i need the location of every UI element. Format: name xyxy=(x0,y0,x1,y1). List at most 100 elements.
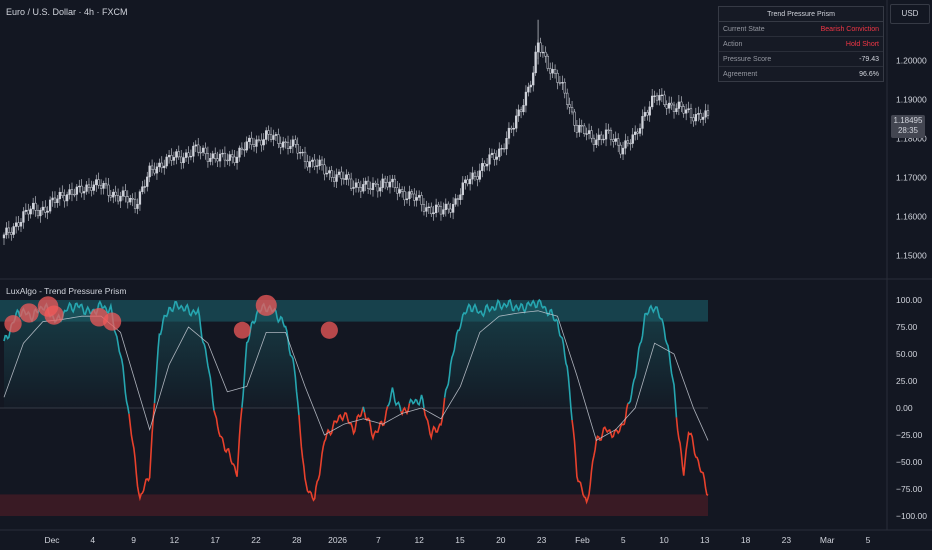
candle-body xyxy=(561,82,564,84)
candle-body xyxy=(155,166,159,174)
signal-bubble[interactable] xyxy=(233,321,251,339)
indicator-tick-label: 0.00 xyxy=(896,403,913,413)
candle-body xyxy=(672,104,676,112)
candle-body xyxy=(337,171,341,175)
time-tick-label: 7 xyxy=(376,535,381,545)
candle-body xyxy=(63,195,66,202)
candle-body xyxy=(558,82,562,84)
candle-body xyxy=(330,170,333,178)
candle-body xyxy=(519,109,523,113)
signal-bubble[interactable] xyxy=(103,312,122,331)
candle-body xyxy=(119,195,122,202)
signal-bubble[interactable] xyxy=(44,305,64,325)
candle-body xyxy=(65,194,69,202)
candle-body xyxy=(697,113,700,115)
candle-body xyxy=(231,154,234,158)
candle-body xyxy=(36,210,40,217)
candle-body xyxy=(320,159,324,166)
candle-body xyxy=(17,222,20,227)
candle-body xyxy=(634,131,637,135)
candle-body xyxy=(150,165,154,170)
candle-body xyxy=(75,186,78,195)
candle-body xyxy=(677,101,681,109)
candle-body xyxy=(109,194,112,198)
candle-body xyxy=(609,129,613,140)
price-y-axis[interactable]: 1.20000 1.19000 1.18000 1.17000 1.16000 1.150… xyxy=(896,56,927,261)
candle-body xyxy=(243,149,246,151)
candle-body xyxy=(34,202,37,211)
indicator-tick-label: −50.00 xyxy=(896,457,923,467)
candle-body xyxy=(209,158,212,162)
indicator-tick-label: 25.00 xyxy=(896,376,918,386)
candle-body xyxy=(539,42,542,53)
candle-body xyxy=(439,206,443,215)
info-label: Agreement xyxy=(723,71,758,78)
candle-body xyxy=(99,184,103,189)
candle-body xyxy=(553,69,557,74)
candle-body xyxy=(578,125,581,133)
candle-body xyxy=(340,171,343,179)
candle-body xyxy=(250,137,253,145)
signal-bubble[interactable] xyxy=(320,321,338,339)
candle-body xyxy=(199,151,202,154)
signal-bubble[interactable] xyxy=(255,294,277,316)
candle-body xyxy=(325,172,329,175)
candle-body xyxy=(226,159,229,162)
candle-body xyxy=(12,226,15,235)
time-tick-label: Mar xyxy=(820,535,835,545)
candle-body xyxy=(473,172,477,177)
indicator-tick-label: −25.00 xyxy=(896,430,923,440)
candle-body xyxy=(104,183,108,186)
candle-body xyxy=(14,222,18,227)
candle-body xyxy=(267,130,270,135)
candle-body xyxy=(284,141,287,143)
candle-body xyxy=(248,137,251,142)
bear-pressure-segment xyxy=(363,406,389,442)
candle-body xyxy=(333,177,336,182)
candle-body xyxy=(313,159,316,167)
time-tick-label: 5 xyxy=(621,535,626,545)
candle-body xyxy=(167,155,171,158)
candle-body xyxy=(221,152,224,155)
candle-body xyxy=(430,206,433,215)
time-axis[interactable]: Dec 4 9 12 17 22 28 2026 7 12 15 20 23 Feb 5 10 13 18 23 Ma… xyxy=(44,535,870,545)
candle-body xyxy=(265,130,268,140)
candle-body xyxy=(413,193,416,201)
currency-button[interactable]: USD xyxy=(890,4,930,24)
candle-body xyxy=(597,134,600,141)
candle-body xyxy=(46,210,49,213)
bear-pressure-segment xyxy=(423,397,446,441)
price-pane[interactable] xyxy=(2,19,710,245)
signal-bubble[interactable] xyxy=(4,315,22,333)
candle-body xyxy=(311,159,314,162)
candle-body xyxy=(257,139,261,141)
candle-body xyxy=(328,170,331,174)
candle-body xyxy=(680,101,683,107)
candle-body xyxy=(303,151,307,162)
candle-body xyxy=(541,51,545,54)
candle-body xyxy=(294,139,297,145)
candle-body xyxy=(398,189,401,194)
candle-body xyxy=(464,179,467,184)
candle-body xyxy=(41,206,44,211)
candle-body xyxy=(459,194,462,200)
candle-body xyxy=(201,147,205,153)
candle-body xyxy=(206,153,210,162)
candle-body xyxy=(39,209,42,217)
candle-body xyxy=(638,128,642,134)
candle-body xyxy=(95,179,98,186)
candle-body xyxy=(631,134,634,144)
signal-bubble[interactable] xyxy=(19,303,39,323)
indicator-tick-label: 50.00 xyxy=(896,349,918,359)
bull-pressure-fill xyxy=(4,300,708,408)
candle-body xyxy=(124,190,127,197)
candle-body xyxy=(121,190,125,197)
candle-body xyxy=(70,189,74,195)
indicator-y-axis[interactable]: 100.00 75.00 50.00 25.00 0.00 −25.00 −50.00 −75… xyxy=(896,295,927,521)
candle-body xyxy=(478,170,481,180)
indicator-pane[interactable] xyxy=(0,294,709,516)
candle-body xyxy=(400,189,404,192)
candle-body xyxy=(405,198,409,201)
candle-body xyxy=(5,227,8,236)
